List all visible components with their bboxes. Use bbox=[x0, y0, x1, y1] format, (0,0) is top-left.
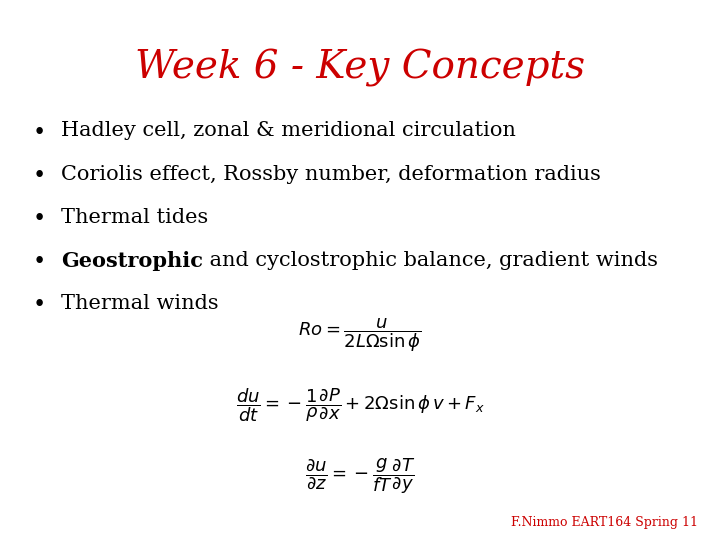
Text: •: • bbox=[33, 251, 46, 273]
Text: Thermal tides: Thermal tides bbox=[61, 208, 209, 227]
Text: Week 6 - Key Concepts: Week 6 - Key Concepts bbox=[135, 49, 585, 86]
Text: •: • bbox=[33, 294, 46, 316]
Text: Coriolis effect, Rossby number, deformation radius: Coriolis effect, Rossby number, deformat… bbox=[61, 165, 601, 184]
Text: •: • bbox=[33, 165, 46, 187]
Text: •: • bbox=[33, 122, 46, 144]
Text: $\dfrac{\partial u}{\partial z} = -\dfrac{g}{fT}\dfrac{\partial T}{\partial y}$: $\dfrac{\partial u}{\partial z} = -\dfra… bbox=[305, 456, 415, 496]
Text: F.Nimmo EART164 Spring 11: F.Nimmo EART164 Spring 11 bbox=[511, 516, 698, 529]
Text: •: • bbox=[33, 208, 46, 230]
Text: Geostrophic: Geostrophic bbox=[61, 251, 203, 271]
Text: $\dfrac{du}{dt} = -\dfrac{1}{\rho}\dfrac{\partial P}{\partial x} + 2\Omega\sin\p: $\dfrac{du}{dt} = -\dfrac{1}{\rho}\dfrac… bbox=[235, 386, 485, 424]
Text: and cyclostrophic balance, gradient winds: and cyclostrophic balance, gradient wind… bbox=[203, 251, 658, 270]
Text: $Ro = \dfrac{u}{2L\Omega\sin\phi}$: $Ro = \dfrac{u}{2L\Omega\sin\phi}$ bbox=[298, 316, 422, 354]
Text: Hadley cell, zonal & meridional circulation: Hadley cell, zonal & meridional circulat… bbox=[61, 122, 516, 140]
Text: Thermal winds: Thermal winds bbox=[61, 294, 219, 313]
